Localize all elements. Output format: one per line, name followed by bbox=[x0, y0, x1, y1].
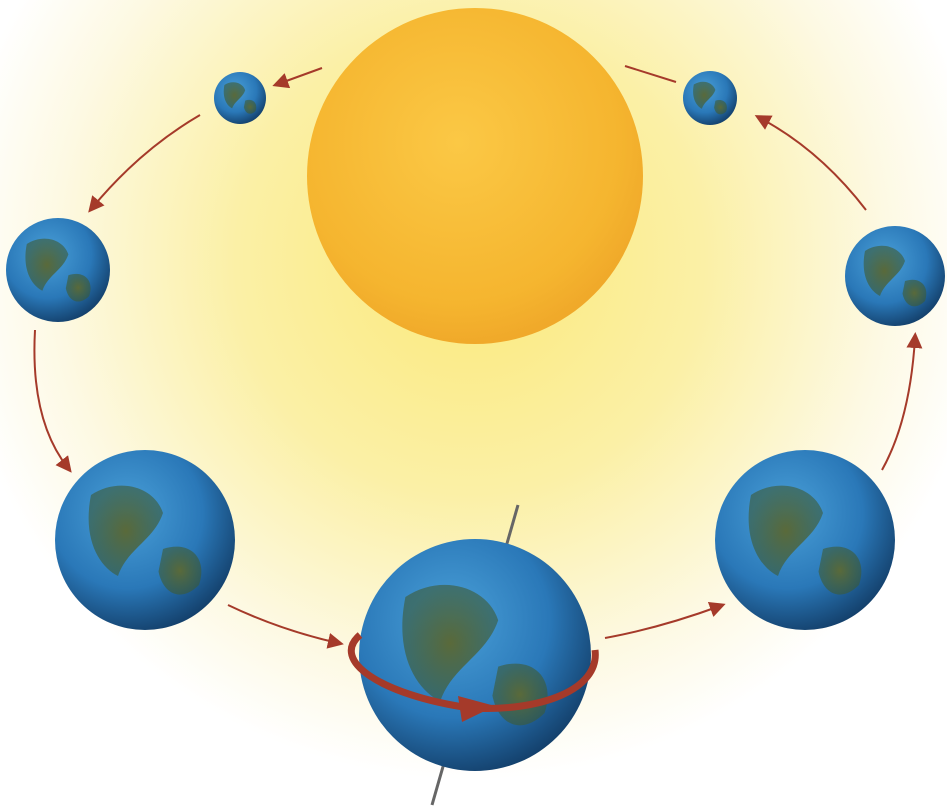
orbit-arrows bbox=[33, 65, 923, 649]
earth bbox=[6, 218, 110, 322]
earth bbox=[845, 226, 945, 326]
arrow bbox=[227, 604, 344, 649]
earth bbox=[359, 539, 591, 771]
earth bbox=[683, 71, 737, 125]
arrow bbox=[624, 65, 677, 83]
rotation-arrowhead bbox=[458, 696, 495, 722]
arrow bbox=[272, 67, 323, 89]
earth bbox=[55, 450, 235, 630]
arrow bbox=[88, 114, 201, 213]
arrow bbox=[33, 329, 72, 473]
arrow bbox=[881, 332, 923, 471]
earth bbox=[214, 72, 266, 124]
arrow bbox=[604, 601, 726, 639]
sun bbox=[307, 8, 643, 344]
earth bbox=[715, 450, 895, 630]
arrow bbox=[754, 115, 867, 211]
